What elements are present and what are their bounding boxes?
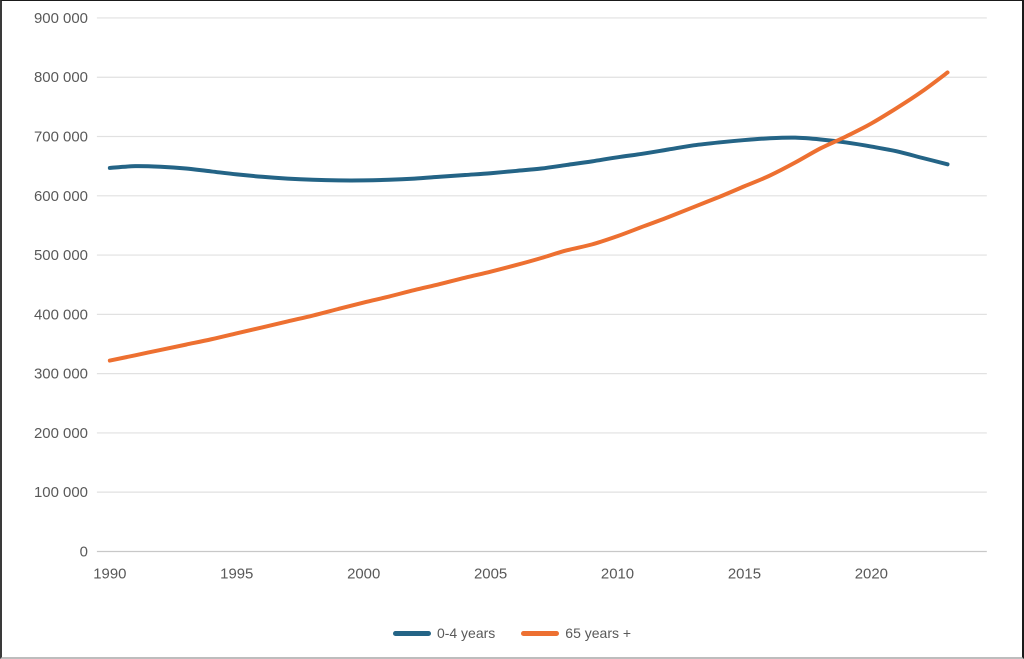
y-tick-label: 100 000 (34, 484, 88, 501)
legend-item-65-years-plus: 65 years + (521, 626, 631, 640)
legend-item-0-4-years: 0-4 years (392, 625, 496, 641)
y-tick-label: 0 (80, 543, 88, 560)
series-line-65-years (107, 70, 950, 363)
y-tick-label: 200 000 (34, 425, 88, 442)
legend-swatch-0-4-years (392, 630, 431, 636)
y-tick-label: 600 000 (34, 188, 88, 205)
y-tick-label: 300 000 (34, 366, 88, 383)
x-tick-label: 2020 (855, 565, 888, 582)
legend: 0-4 years 65 years + (2, 626, 1022, 640)
y-tick-label: 900 000 (34, 10, 88, 27)
y-tick-label: 700 000 (34, 128, 88, 145)
x-tick-label: 2000 (347, 565, 380, 582)
legend-swatch-65-years-plus (521, 630, 560, 636)
y-tick-label: 500 000 (34, 247, 88, 264)
series-line-0-4-years (107, 135, 950, 183)
y-tick-label: 800 000 (34, 69, 88, 86)
x-tick-label: 2010 (601, 565, 634, 582)
x-tick-label: 1990 (93, 565, 126, 582)
x-tick-label: 1995 (220, 565, 253, 582)
x-tick-label: 2015 (728, 565, 761, 582)
x-tick-label: 2005 (474, 565, 507, 582)
legend-label-0-4-years: 0-4 years (436, 625, 496, 641)
y-tick-label: 400 000 (34, 306, 88, 323)
legend-label-65-years-plus: 65 years + (565, 625, 632, 641)
